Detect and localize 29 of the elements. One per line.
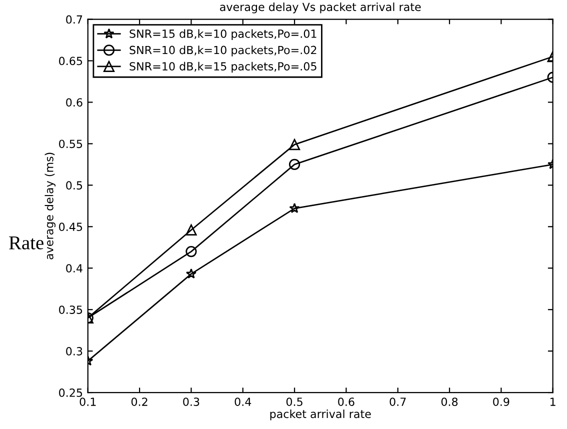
x-tick-label: 0.6	[338, 398, 354, 406]
x-tick-label: 0.8	[441, 398, 458, 406]
y-tick-label: 0.3	[66, 347, 82, 356]
y-axis-title: average delay (ms)	[44, 152, 56, 260]
legend-label: SNR=10 dB,k=15 packets,Po=.05	[130, 62, 316, 73]
y-tick-label: 0.25	[59, 388, 82, 397]
x-tick-label: 0.7	[390, 398, 406, 406]
y-tick-label: 0.6	[66, 98, 82, 107]
legend-label: SNR=10 dB,k=10 packets,Po=.02	[130, 46, 316, 56]
y-tick-label: 0.35	[59, 306, 82, 314]
legend-label: SNR=15 dB,k=10 packets,Po=.01	[130, 29, 316, 40]
y-tick-label: 0.45	[59, 222, 82, 232]
y-tick-label: 0.55	[59, 140, 82, 148]
x-tick-label: 0.4	[234, 398, 252, 406]
point	[288, 138, 300, 150]
point	[186, 224, 197, 236]
y-tick-label: 0.65	[59, 56, 82, 66]
y-tick-label: 0.4	[66, 264, 82, 273]
x-tick-label: 0.9	[493, 398, 510, 406]
x-tick-label: 0.2	[131, 398, 148, 406]
x-tick-label: 0.1	[80, 398, 96, 406]
y-tick-label: 0.5	[66, 181, 82, 190]
text: Rate	[9, 236, 44, 250]
chart-title: average delay Vs packet arrival rate	[220, 2, 421, 14]
x-tick-label: 0.3	[183, 398, 200, 406]
x-tick-label: 1	[550, 398, 556, 406]
y-tick-label: 0.7	[66, 15, 82, 24]
x-tick-label: 0.5	[286, 398, 302, 406]
x-axis-title: packet arrival rate	[270, 410, 371, 420]
